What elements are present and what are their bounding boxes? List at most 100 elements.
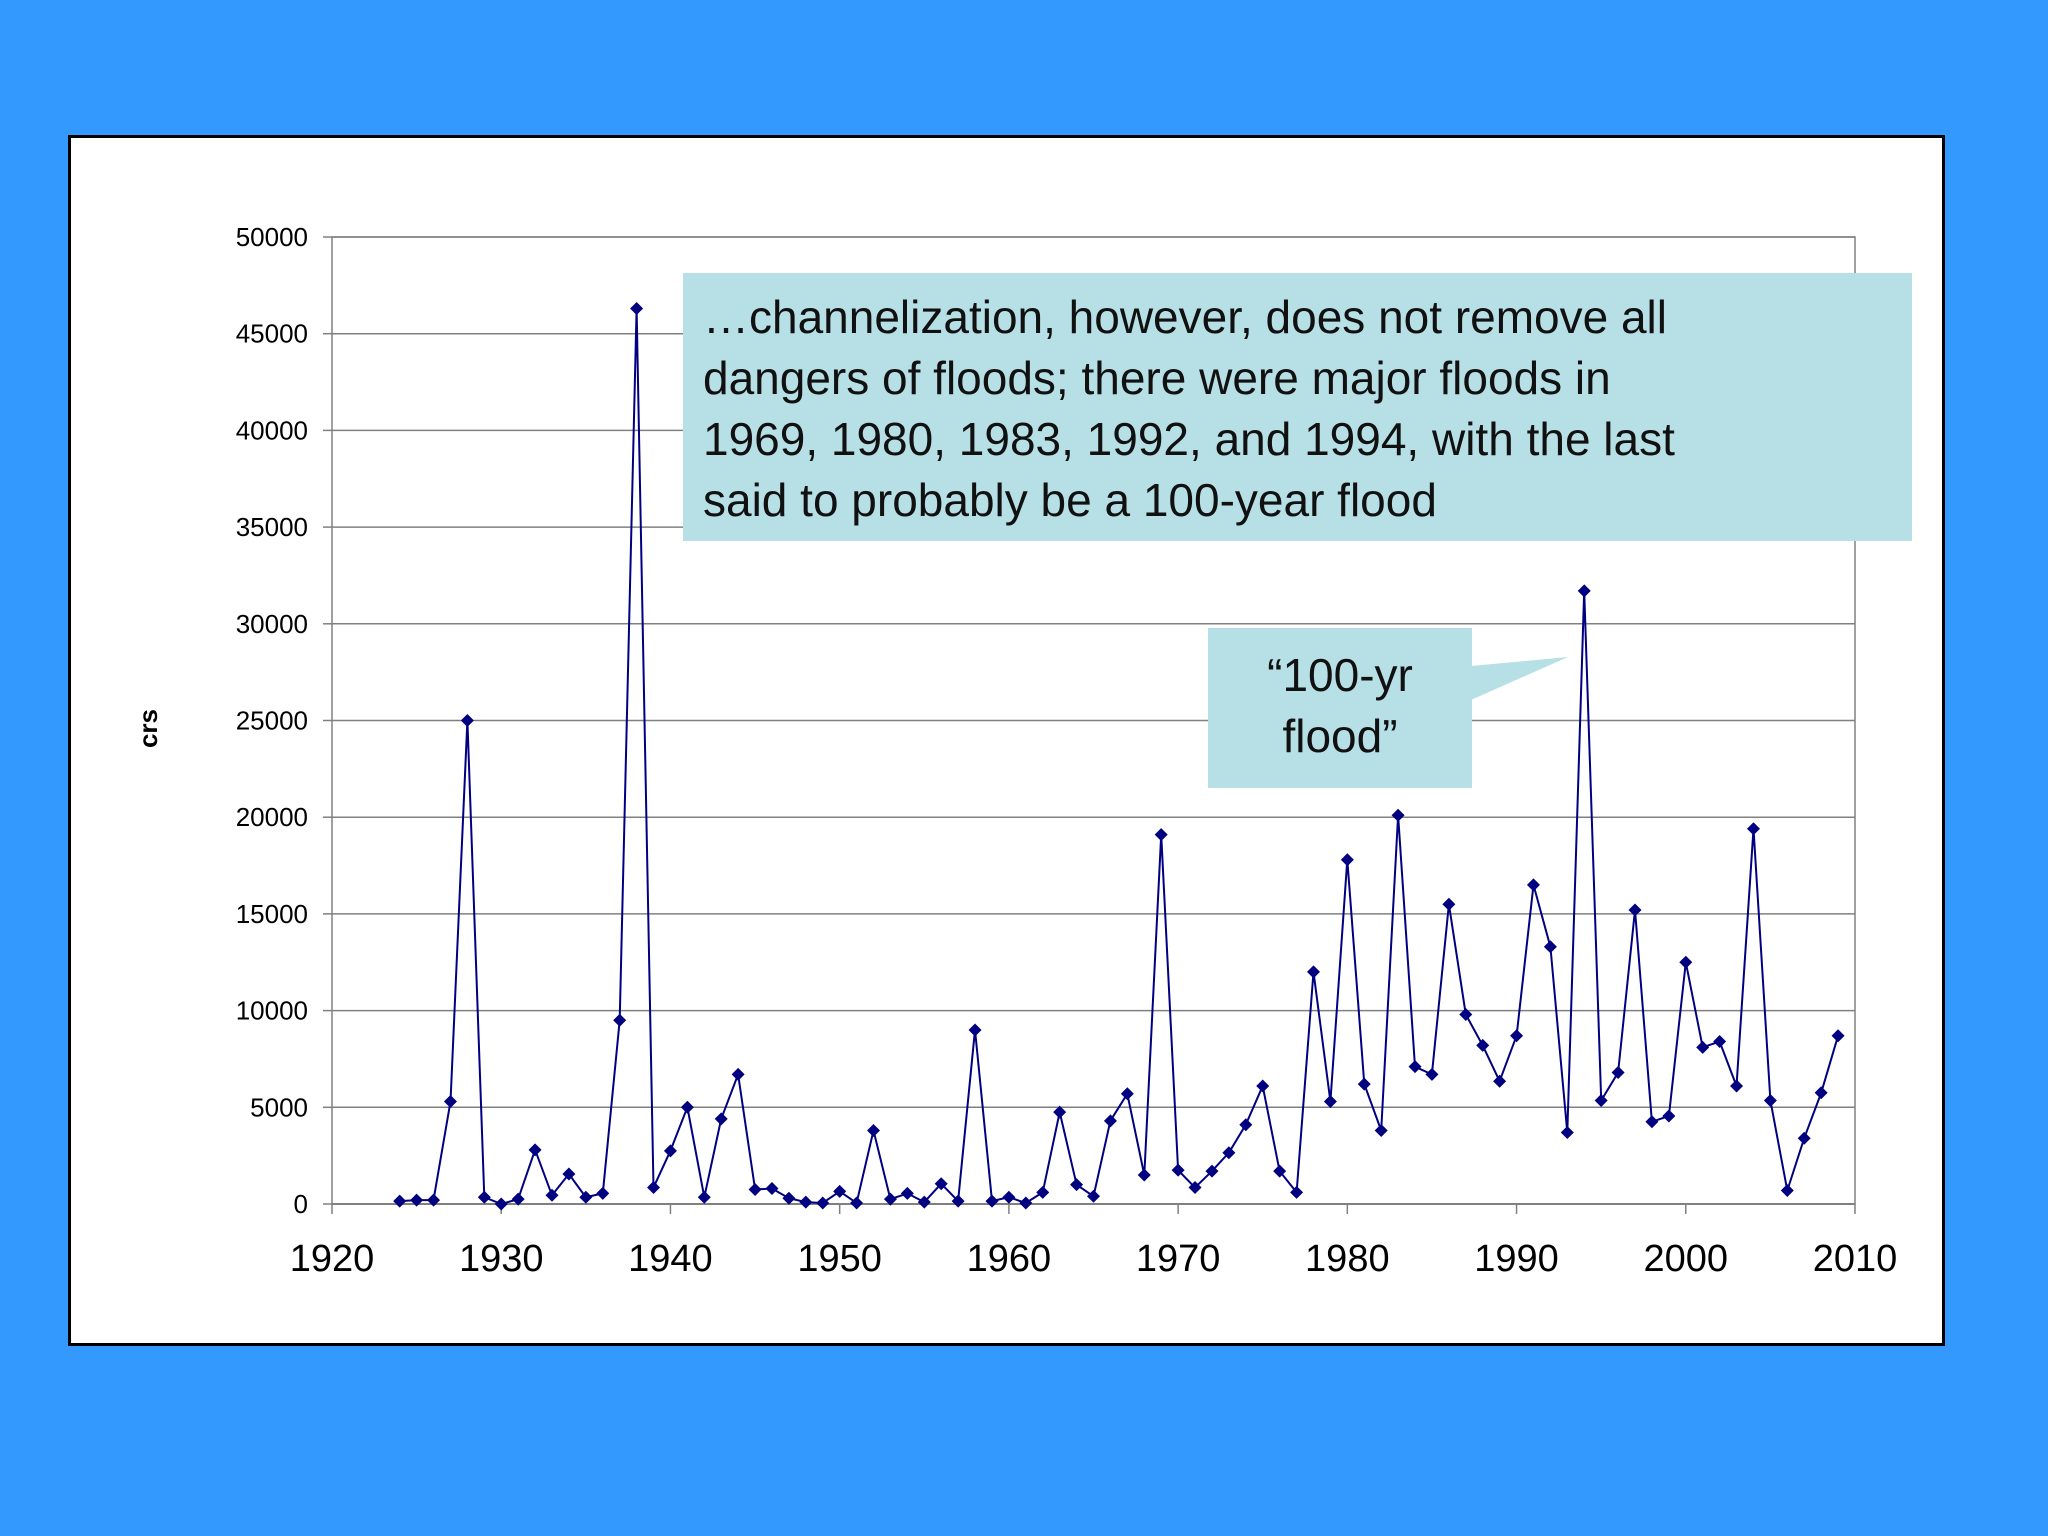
x-tick-label: 1980 — [1305, 1238, 1390, 1280]
data-point — [477, 1190, 491, 1204]
y-tick-label: 0 — [294, 1189, 308, 1219]
data-point — [748, 1182, 762, 1196]
x-tick-label: 1930 — [459, 1238, 544, 1280]
data-point — [1763, 1094, 1777, 1108]
data-point — [1628, 903, 1642, 917]
data-point — [1408, 1060, 1422, 1074]
data-point — [1087, 1189, 1100, 1203]
data-point — [934, 1177, 948, 1191]
data-point — [968, 1023, 982, 1037]
data-point — [1746, 822, 1760, 836]
data-point — [1222, 1146, 1236, 1160]
y-axis-label: crs — [133, 709, 163, 748]
data-point — [1239, 1118, 1253, 1132]
axes — [323, 236, 1856, 1214]
data-point — [917, 1195, 931, 1209]
flood-callout-line: flood” — [1282, 710, 1398, 762]
data-point — [1560, 1125, 1574, 1139]
data-points — [393, 302, 1845, 1211]
data-point — [1713, 1035, 1727, 1049]
y-tick-label: 45000 — [236, 319, 308, 349]
y-tick-label: 50000 — [236, 222, 308, 252]
data-point — [1476, 1038, 1490, 1052]
y-tick-label: 5000 — [250, 1092, 308, 1122]
data-point — [1120, 1087, 1134, 1101]
data-point — [900, 1186, 914, 1200]
x-tick-label: 1990 — [1474, 1238, 1559, 1280]
data-point — [579, 1190, 593, 1204]
data-point — [1002, 1190, 1016, 1204]
data-point — [951, 1194, 965, 1208]
data-point — [410, 1193, 424, 1207]
callout-pointer — [1471, 657, 1568, 700]
x-tick-labels: 1920 1930 1940 1950 1960 1970 1980 1990 2000 2010 — [290, 1238, 1898, 1280]
data-point — [731, 1067, 745, 1081]
data-point — [1577, 584, 1591, 598]
flood-callout: “100-yr flood” — [1208, 628, 1472, 788]
data-point — [1290, 1185, 1304, 1199]
data-point — [1442, 897, 1456, 911]
x-tick-label: 1950 — [797, 1238, 882, 1280]
data-point — [1374, 1124, 1388, 1138]
data-point — [1103, 1114, 1117, 1128]
y-tick-label: 30000 — [236, 609, 308, 639]
x-tick-label: 2010 — [1813, 1238, 1898, 1280]
y-tick-label: 10000 — [236, 996, 308, 1026]
y-tick-labels: 0 5000 10000 15000 20000 25000 30000 35000 40000… — [236, 222, 308, 1219]
data-point — [782, 1191, 796, 1205]
data-point — [1391, 808, 1405, 822]
data-point — [985, 1194, 999, 1208]
annotation-line: said to probably be a 100-year flood — [703, 474, 1437, 526]
data-point — [1036, 1185, 1050, 1199]
data-point — [680, 1100, 694, 1114]
annotation-callout: …channelization, however, does not remov… — [683, 273, 1912, 541]
data-point — [613, 1013, 627, 1027]
data-point — [663, 1144, 677, 1158]
data-point — [799, 1195, 813, 1209]
data-point — [833, 1184, 847, 1198]
series-line — [399, 308, 1840, 1206]
y-tick-label: 25000 — [236, 706, 308, 736]
data-point — [443, 1094, 457, 1108]
data-point — [850, 1196, 864, 1210]
data-point — [1831, 1029, 1845, 1043]
data-point — [714, 1112, 728, 1126]
data-point — [1070, 1178, 1084, 1192]
data-point — [460, 714, 474, 727]
flood-callout-line: “100-yr — [1267, 649, 1413, 701]
data-point — [1425, 1067, 1439, 1081]
data-point — [1019, 1196, 1033, 1210]
data-point — [1510, 1029, 1524, 1043]
x-tick-label: 2000 — [1644, 1238, 1729, 1280]
data-point — [1797, 1131, 1811, 1145]
y-tick-label: 20000 — [236, 802, 308, 832]
x-tick-label: 1940 — [628, 1238, 713, 1280]
annotation-line: 1969, 1980, 1983, 1992, and 1994, with t… — [703, 413, 1675, 465]
data-point — [1459, 1007, 1473, 1021]
data-point — [1493, 1074, 1507, 1088]
data-point — [528, 1143, 542, 1157]
data-point — [1357, 1077, 1371, 1091]
data-point — [494, 1197, 508, 1211]
data-point — [1679, 955, 1693, 969]
data-point — [1543, 940, 1557, 954]
y-tick-label: 15000 — [236, 899, 308, 929]
data-point — [1662, 1109, 1676, 1123]
data-point — [1611, 1065, 1625, 1079]
data-point — [647, 1181, 661, 1195]
x-tick-label: 1920 — [290, 1238, 375, 1280]
y-tick-label: 40000 — [236, 415, 308, 445]
data-point — [562, 1167, 576, 1181]
data-point — [1730, 1079, 1744, 1093]
x-tick-label: 1970 — [1136, 1238, 1221, 1280]
data-point — [867, 1124, 881, 1138]
data-point — [1526, 878, 1540, 892]
data-point — [1154, 828, 1168, 842]
data-point — [765, 1182, 779, 1196]
data-point — [1205, 1164, 1219, 1178]
data-point — [1171, 1163, 1185, 1177]
data-point — [1780, 1183, 1794, 1197]
data-point — [427, 1193, 441, 1207]
data-point — [1137, 1168, 1151, 1182]
y-tick-label: 35000 — [236, 512, 308, 542]
